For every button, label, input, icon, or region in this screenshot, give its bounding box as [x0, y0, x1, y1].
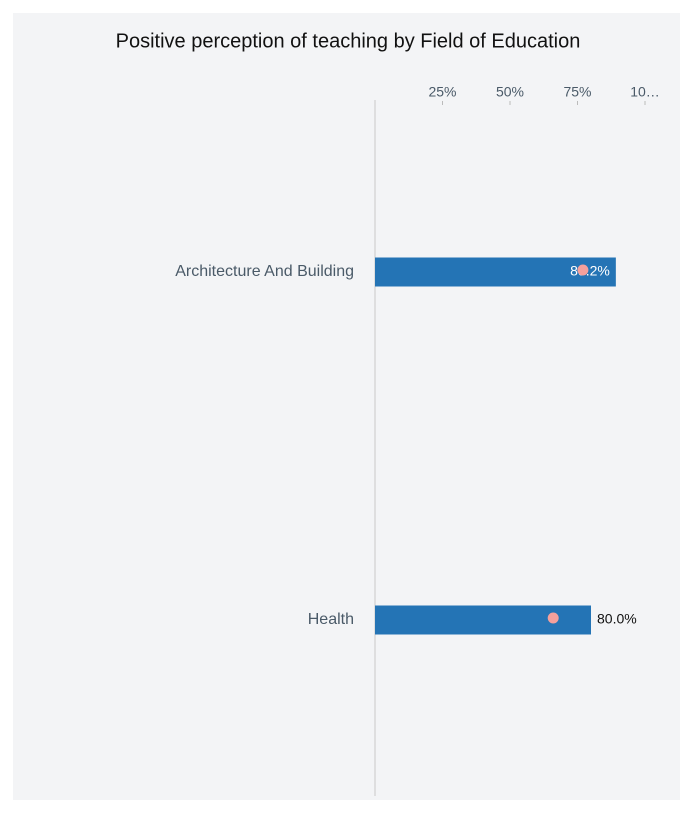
chart-title: Positive perception of teaching by Field… — [116, 30, 581, 52]
x-tick-label: 75% — [563, 84, 591, 100]
y-tick-label: Architecture And Building — [175, 263, 354, 280]
bar — [375, 605, 591, 635]
marker-dot — [577, 264, 589, 276]
y-tick-label: Health — [308, 611, 354, 628]
marker-dot — [547, 612, 559, 624]
value-label: 89.2% — [570, 263, 610, 279]
x-tick-label: 25% — [428, 84, 456, 100]
bar — [375, 257, 616, 287]
x-tick-label: 10… — [630, 84, 660, 100]
panel — [13, 13, 680, 800]
x-tick-label: 50% — [496, 84, 524, 100]
value-label: 80.0% — [597, 611, 637, 627]
